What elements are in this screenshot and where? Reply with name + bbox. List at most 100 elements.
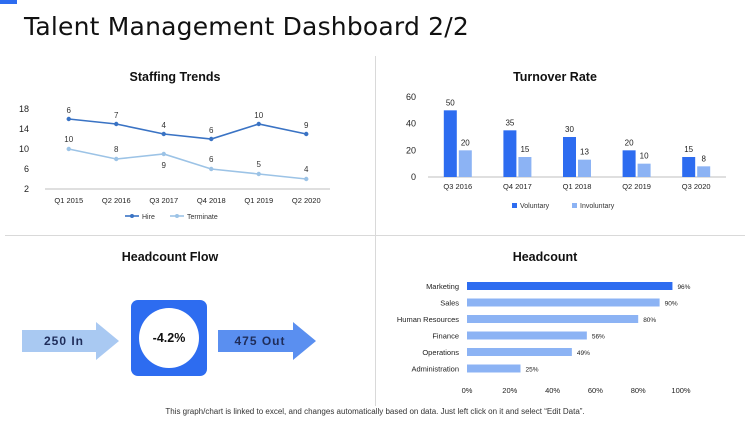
legend-label: Voluntary [520, 203, 550, 210]
x-tick-label: 20% [502, 386, 517, 395]
data-label: 20 [461, 138, 470, 147]
data-point [161, 131, 166, 137]
divider-vertical [375, 56, 376, 406]
series-line-hire [68, 118, 307, 140]
data-label: 13 [580, 148, 589, 157]
legend-swatch [512, 203, 517, 208]
legend-marker [130, 214, 134, 218]
data-point [304, 131, 309, 137]
x-tick-label: Q2 2016 [102, 196, 131, 205]
data-point [66, 116, 71, 122]
x-tick-label: Q3 2020 [682, 182, 711, 191]
data-label: 6 [209, 155, 214, 164]
headcount-in-arrow: 250 In [22, 322, 119, 360]
data-label: 4 [304, 165, 309, 174]
bar [467, 282, 673, 290]
y-tick-label: 2 [24, 184, 29, 194]
data-label: 10 [64, 135, 73, 144]
data-label: 25% [526, 367, 539, 374]
arrow-right-icon [22, 322, 119, 360]
y-tick-label: 14 [19, 124, 29, 134]
headcount-out-arrow: 475 Out [218, 322, 316, 360]
category-label: Administration [411, 365, 459, 374]
data-label: 4 [162, 121, 167, 130]
legend-label: Terminate [187, 214, 218, 221]
data-label: 9 [304, 121, 309, 130]
data-label: 8 [701, 154, 706, 163]
headcount-in-label: 250 In [43, 334, 85, 348]
data-label: 5 [257, 160, 262, 169]
data-label: 15 [684, 145, 693, 154]
data-label: 15 [520, 145, 529, 154]
data-point [114, 156, 119, 162]
x-tick-label: Q4 2018 [197, 196, 226, 205]
staffing-trends-heading: Staffing Trends [129, 70, 221, 84]
bar-voluntary [622, 150, 636, 177]
category-label: Human Resources [397, 315, 459, 324]
y-tick-label: 18 [19, 104, 29, 114]
data-label: 56% [592, 334, 605, 341]
bar [467, 331, 587, 340]
x-tick-label: Q3 2017 [149, 196, 178, 205]
category-label: Sales [440, 299, 459, 308]
headcount-chart: Marketing 96% Sales 90% Human Resources 80% Fi… [397, 282, 691, 395]
headcount-change-box: -4.2% [131, 300, 207, 376]
data-label: 10 [254, 111, 263, 120]
x-tick-label: Q2 2019 [622, 182, 651, 191]
data-label: 80% [643, 317, 656, 324]
data-label: 90% [665, 301, 678, 308]
x-tick-label: Q2 2020 [292, 196, 321, 205]
data-point [161, 151, 166, 157]
headcount-change-value: -4.2% [139, 308, 199, 368]
data-label: 30 [565, 125, 574, 134]
y-tick-label: 20 [406, 145, 416, 155]
category-label: Marketing [426, 282, 459, 291]
turnover-rate-chart: 0 20 40 60 50 20 Q3 2016 35 15 Q4 2017 30 13 Q1 2018… [406, 92, 726, 210]
page-title: Talent Management Dashboard 2/2 [24, 12, 470, 41]
bar-voluntary [563, 137, 576, 177]
series-line-terminate [68, 148, 307, 180]
arrow-right-icon [218, 322, 316, 360]
legend-marker [175, 214, 179, 218]
x-tick-label: Q1 2018 [563, 182, 592, 191]
headcount-heading: Headcount [512, 250, 578, 264]
bar-involuntary [578, 159, 591, 177]
bar-voluntary [503, 130, 517, 177]
bar-involuntary [637, 163, 651, 177]
turnover-rate-heading: Turnover Rate [513, 70, 597, 84]
data-label: 7 [114, 111, 119, 120]
x-tick-label: 100% [671, 386, 691, 395]
y-tick-label: 0 [411, 172, 416, 182]
data-label: 96% [677, 284, 690, 291]
staffing-trends-chart: 2 6 10 14 18 Q1 2015 Q2 2016 Q3 2017 Q4 2018 Q1 2… [19, 104, 330, 221]
accent-bar [0, 0, 17, 4]
headcount-out-label: 475 Out [234, 334, 286, 348]
data-label: 49% [577, 350, 590, 357]
x-tick-label: Q4 2017 [503, 182, 532, 191]
data-label: 9 [162, 161, 167, 170]
bar-involuntary [458, 150, 472, 177]
data-label: 6 [67, 106, 72, 115]
bar-involuntary [697, 166, 711, 177]
bar-voluntary [682, 157, 696, 177]
data-point [256, 171, 261, 177]
x-tick-label: 60% [588, 386, 603, 395]
x-tick-label: 80% [631, 386, 646, 395]
data-label: 10 [640, 152, 649, 161]
x-tick-label: Q1 2019 [244, 196, 273, 205]
data-label: 8 [114, 145, 119, 154]
category-label: Finance [432, 332, 459, 341]
data-label: 35 [505, 118, 514, 127]
category-label: Operations [422, 348, 459, 357]
bar [467, 298, 660, 307]
data-point [114, 121, 119, 127]
headcount-flow-heading: Headcount Flow [121, 250, 219, 264]
x-tick-label: 0% [462, 386, 473, 395]
legend-label: Hire [142, 214, 155, 221]
bar-involuntary [518, 157, 532, 177]
data-point [209, 136, 214, 142]
x-tick-label: Q3 2016 [443, 182, 472, 191]
bar [467, 348, 572, 356]
y-tick-label: 40 [406, 119, 416, 129]
y-tick-label: 10 [19, 144, 29, 154]
